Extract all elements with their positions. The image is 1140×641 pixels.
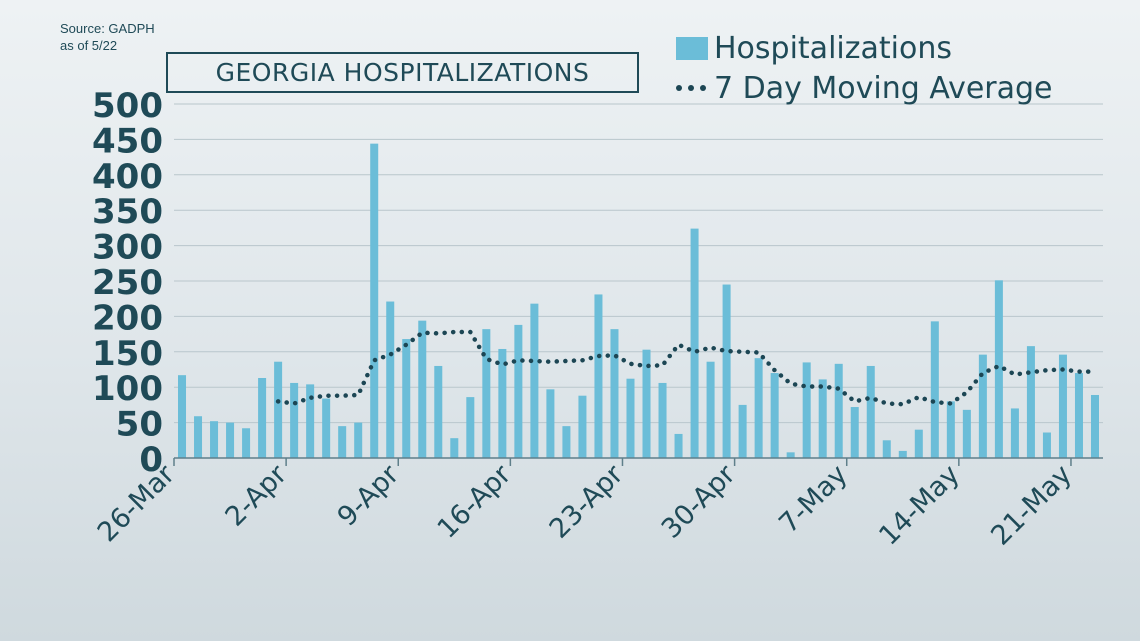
bar	[194, 416, 203, 458]
x-tick-label: 26-Mar	[92, 458, 182, 548]
moving-average-line	[275, 329, 1098, 407]
bar	[226, 422, 235, 458]
bar	[882, 440, 891, 458]
legend-item-moving-average: 7 Day Moving Average	[676, 68, 1053, 108]
bar	[178, 375, 187, 458]
y-tick-label: 200	[92, 298, 163, 338]
bar	[962, 409, 971, 458]
bar	[450, 438, 459, 458]
bar	[1026, 346, 1035, 458]
bar	[994, 280, 1003, 458]
bar	[642, 349, 651, 458]
legend-item-hospitalizations: Hospitalizations	[676, 28, 1053, 68]
bar	[386, 301, 395, 458]
bar	[786, 452, 795, 458]
bar	[802, 362, 811, 458]
source-note: Source: GADPH as of 5/22	[60, 20, 155, 54]
bar	[1090, 394, 1099, 458]
chart-title: GEORGIA HOSPITALIZATIONS	[166, 52, 639, 93]
bar	[930, 321, 939, 458]
bar	[434, 365, 443, 458]
bar	[402, 339, 411, 458]
bar	[530, 303, 539, 458]
y-tick-label: 50	[116, 405, 163, 445]
bar	[658, 382, 667, 458]
x-tick-label: 9-Apr	[332, 458, 406, 532]
bar	[818, 379, 827, 458]
x-tick-label: 7-May	[773, 459, 853, 539]
x-tick-label: 2-Apr	[219, 458, 293, 532]
bar	[834, 363, 843, 458]
bar	[914, 429, 923, 458]
bar	[946, 401, 955, 458]
dotted-line-icon	[676, 85, 706, 91]
source-line: Source: GADPH	[60, 21, 155, 36]
bar	[498, 348, 507, 458]
bar	[770, 373, 779, 458]
bar	[1042, 432, 1051, 458]
x-tick-label: 30-Apr	[656, 458, 742, 544]
bar	[594, 294, 603, 458]
bar	[258, 377, 267, 458]
legend-label-moving-average: 7 Day Moving Average	[714, 70, 1053, 106]
y-tick-label: 500	[92, 86, 163, 126]
as-of-line: as of 5/22	[60, 38, 118, 53]
bar	[578, 395, 587, 458]
y-tick-label: 400	[92, 157, 163, 197]
bar	[754, 358, 763, 458]
bar	[418, 320, 427, 458]
y-tick-label: 0	[139, 440, 163, 480]
bar	[466, 397, 475, 458]
legend: Hospitalizations 7 Day Moving Average	[676, 28, 1053, 108]
bar	[610, 329, 619, 458]
y-tick-label: 300	[92, 228, 163, 268]
x-tick-label: 16-Apr	[432, 458, 518, 544]
bar	[690, 228, 699, 458]
bar	[242, 428, 251, 458]
x-tick-label: 23-Apr	[544, 458, 630, 544]
y-tick-label: 450	[92, 121, 163, 161]
bar	[482, 329, 491, 458]
x-tick-label: 21-May	[985, 459, 1078, 552]
bar	[274, 361, 283, 458]
bar	[898, 450, 907, 458]
y-tick-label: 350	[92, 192, 163, 232]
bar	[306, 384, 315, 458]
bar	[1010, 408, 1019, 458]
x-tick-label: 14-May	[873, 459, 966, 552]
bar	[722, 284, 731, 458]
bar	[850, 407, 859, 458]
bar	[706, 361, 715, 458]
bar	[210, 421, 219, 458]
y-tick-label: 250	[92, 263, 163, 303]
bar	[978, 354, 987, 458]
bar	[546, 389, 555, 458]
legend-label-hospitalizations: Hospitalizations	[714, 30, 952, 66]
y-tick-label: 100	[92, 369, 163, 409]
bar	[322, 398, 331, 458]
bar	[514, 324, 523, 458]
bar	[290, 382, 299, 458]
bar	[562, 426, 571, 458]
bar	[1058, 354, 1067, 458]
bar	[354, 422, 363, 458]
bar	[738, 404, 747, 458]
bar	[674, 433, 683, 458]
bar	[1074, 373, 1083, 458]
bar	[626, 378, 635, 458]
y-tick-label: 150	[92, 334, 163, 374]
bar	[338, 426, 347, 458]
bar	[370, 143, 379, 458]
bar-swatch-icon	[676, 36, 708, 60]
bar	[866, 365, 875, 458]
